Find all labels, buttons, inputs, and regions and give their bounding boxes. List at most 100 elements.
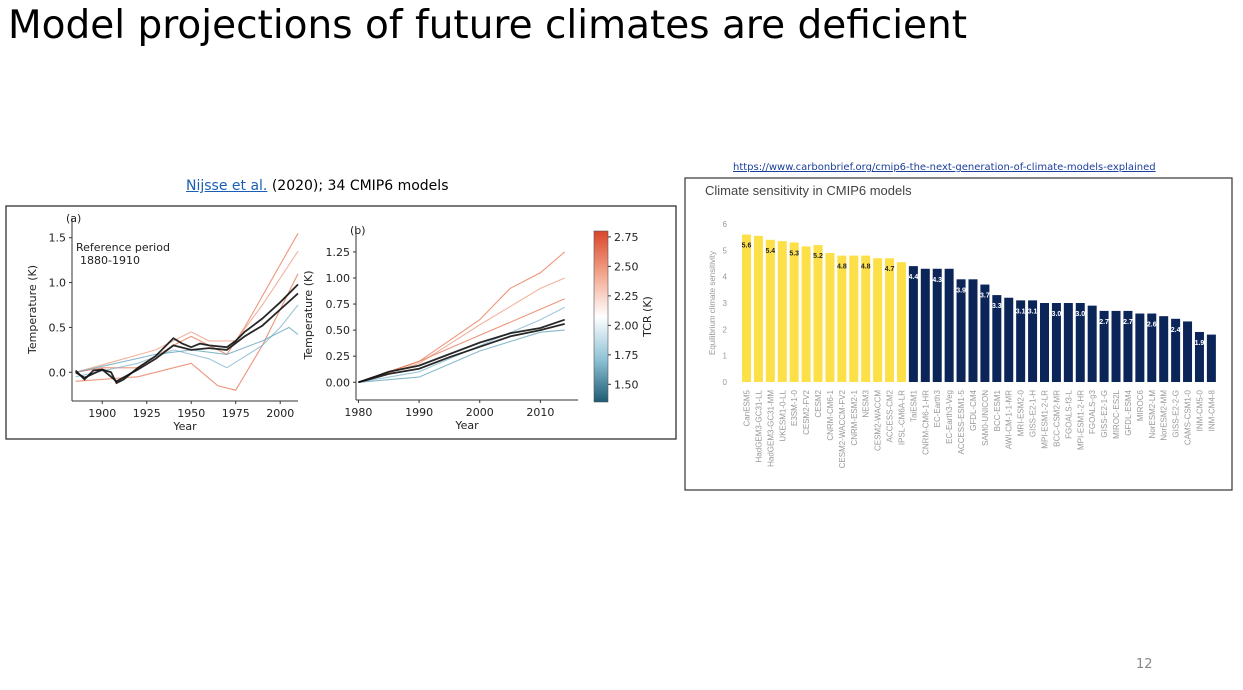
y-tick-label: 0.00 (326, 376, 351, 389)
panel-label: (b) (350, 224, 366, 237)
panel-label: (a) (66, 212, 81, 225)
x-tick-label: 1990 (405, 406, 433, 419)
bar-CNRM-ESM2-1 (849, 255, 859, 382)
bar-TaiESM1 (908, 266, 918, 382)
slide-title: Model projections of future climates are… (8, 3, 968, 48)
bar-BCC-CSM2-MR (1051, 303, 1061, 382)
x-tick-label: HadGEM3-GC31-LL (754, 389, 763, 462)
citation-link[interactable]: Nijsse et al. (186, 178, 268, 194)
colorbar-label: TCR (K) (641, 296, 654, 338)
source-url-link[interactable]: https://www.carbonbrief.org/cmip6-the-ne… (733, 162, 1156, 173)
x-tick-label: CAMS-CSM1-0 (1184, 389, 1193, 445)
y-tick-label: 1.0 (49, 277, 67, 290)
bar-HadGEM3-GC31-LL (753, 235, 763, 382)
x-tick-label: 1925 (133, 407, 161, 420)
y-axis-label: Temperature (K) (26, 265, 39, 355)
y-tick-label: 0.5 (49, 321, 67, 334)
tcr-colorbar (593, 230, 609, 403)
bar-data-label: 2.6 (1147, 322, 1157, 329)
series-line-3 (358, 306, 565, 383)
bar-data-label: 5.2 (813, 253, 823, 260)
bar-BCC-ESM1 (992, 295, 1002, 382)
panel-a: 1900 1925 1950 1975 2000 0.0 0.5 1.0 1.5 Year Temp… (26, 212, 299, 433)
x-tick-label: 2010 (526, 406, 554, 419)
bar-EC-Earth3-Veg (944, 268, 954, 382)
bar-data-label: 2.7 (1123, 319, 1133, 326)
y-axis-label: Equilibrium climate sensitivity (708, 251, 717, 355)
x-tick-label: NorESM2-MM (1160, 390, 1169, 441)
bar-NESM3 (861, 255, 871, 382)
bar-data-label: 5.3 (789, 250, 799, 257)
series-line-1 (75, 250, 299, 373)
x-tick-label: FGOALS-f3-L (1064, 389, 1073, 438)
x-tick-label: IPSL-CM6A-LR (897, 390, 906, 445)
y-tick-label: 0.50 (326, 324, 351, 337)
x-tick-label: UKESM1-0-LL (778, 389, 787, 441)
bar-data-label: 3.3 (992, 303, 1002, 310)
x-tick-label: EC-Earth3 (933, 389, 942, 427)
x-tick-label: BCC-CSM2-MR (1052, 390, 1061, 447)
x-tick-label: 2000 (266, 407, 294, 420)
bar-NorESM2-LM (1147, 313, 1157, 382)
bar-GISS-E2-1-G (1099, 310, 1109, 382)
series-line-4 (75, 326, 299, 373)
bar-MIROC6 (1135, 313, 1145, 382)
bar-data-label: 2.7 (1099, 319, 1109, 326)
bar-GFDL-CM4 (968, 279, 978, 382)
series-line-4 (358, 329, 565, 383)
x-tick-label: GISS-E2-1-H (1029, 390, 1038, 437)
bar-CESM2-WACCM (873, 258, 883, 382)
x-tick-label: NorESM2-LM (1148, 390, 1157, 439)
x-tick-label: CNRM-CM6-1 (826, 389, 835, 440)
series-line-6 (75, 292, 299, 383)
colorbar-tick-label: 2.75 (614, 231, 639, 244)
bar-CNRM-CM6-1 (825, 252, 835, 382)
bar-UKESM1-0-LL (777, 241, 787, 382)
bar-chart-title: Climate sensitivity in CMIP6 models (705, 183, 912, 198)
y-tick-label: 2 (723, 325, 728, 334)
bar-data-label: 3.1 (1028, 308, 1038, 315)
x-tick-label: INM-CM4-8 (1207, 389, 1216, 431)
bar-data-label: 5.6 (742, 243, 752, 250)
y-tick-label: 0 (723, 378, 728, 387)
bar-data-label: 3.0 (1075, 311, 1085, 318)
x-axis-label: Year (172, 420, 197, 433)
bar-AWI-CM-1-1-MR (1004, 297, 1014, 382)
bar-FGOALS-f3-L (1063, 303, 1073, 382)
x-tick-label: CanESM5 (743, 389, 752, 426)
x-tick-label: MIROC6 (1136, 389, 1145, 421)
x-tick-label: CESM2-WACCM-FV2 (838, 389, 847, 468)
y-axis-label: Temperature (K) (302, 271, 315, 361)
figure-caption: Nijsse et al. (2020); 34 CMIP6 models (186, 178, 448, 194)
x-axis-label: Year (454, 419, 479, 432)
x-tick-label: NESM3 (862, 389, 871, 417)
y-tick-label: 0.75 (326, 298, 351, 311)
bar-data-label: 3.0 (1052, 311, 1062, 318)
x-tick-label: GISS-E2-1-G (1100, 390, 1109, 438)
x-tick-label: 1900 (88, 407, 116, 420)
bar-GISS-E2-2-G (1171, 318, 1181, 382)
colorbar-tick-label: 1.75 (614, 349, 639, 362)
x-tick-label: CESM2-FV2 (802, 389, 811, 434)
x-tick-label: AWI-CM-1-1-MR (1005, 390, 1014, 449)
bar-data-label: 2.4 (1171, 327, 1181, 334)
colorbar-tick-label: 1.50 (614, 378, 639, 391)
bar-ACCESS-ESM1-5 (956, 279, 966, 382)
x-tick-label: HadGEM3-GC31-MM (766, 390, 775, 467)
y-tick-label: 5 (723, 246, 728, 255)
bar-MIROC-ES2L (1111, 310, 1121, 382)
colorbar-tick-label: 2.50 (614, 260, 639, 273)
bar-GISS-E2-1-H (1028, 300, 1038, 382)
x-tick-label: GISS-E2-2-G (1172, 390, 1181, 438)
y-tick-label: 1.5 (49, 232, 67, 245)
x-tick-label: ACCESS-ESM1-5 (957, 389, 966, 454)
bar-data-label: 1.9 (1195, 340, 1205, 347)
bar-MRI-ESM2-0 (1016, 300, 1026, 382)
x-tick-label: SAM0-UNICON (981, 390, 990, 446)
series-line-2 (358, 298, 565, 383)
x-tick-label: BCC-ESM1 (993, 389, 1002, 431)
x-tick-label: INM-CM5-0 (1195, 389, 1204, 431)
y-tick-label: 1.25 (326, 246, 351, 259)
bar-data-label: 4.7 (885, 266, 895, 273)
